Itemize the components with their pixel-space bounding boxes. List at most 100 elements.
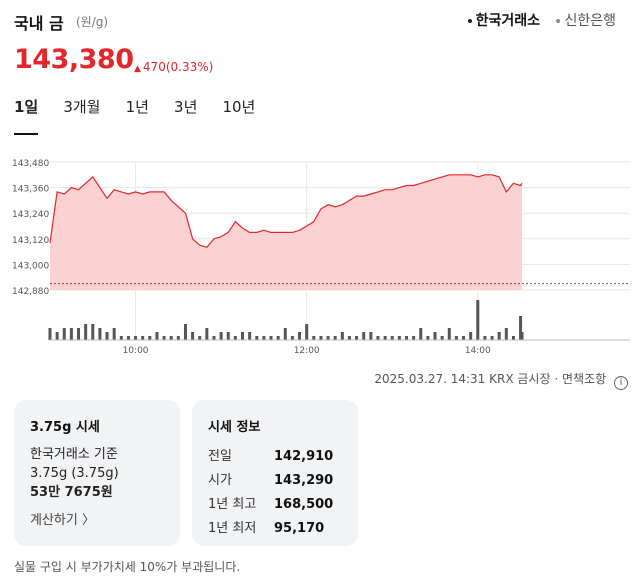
bullet-icon (467, 19, 472, 23)
volume-bar (454, 336, 458, 340)
volume-bar (312, 336, 316, 340)
source-label: 한국거래소 (475, 13, 541, 29)
volume-bar (55, 332, 59, 340)
volume-bar (283, 328, 287, 340)
x-tick-label: 14:00 (465, 346, 491, 356)
volume-bar (369, 332, 373, 340)
volume-bar (397, 336, 401, 340)
volume-bar (126, 336, 130, 340)
volume-bar (141, 336, 145, 340)
volume-bar (520, 332, 524, 340)
volume-bar (112, 328, 116, 340)
info-row-52w-low: 1년 최저 95,170 (208, 517, 342, 541)
triangle-up-icon: ▲ (134, 64, 141, 74)
info-label: 1년 최고 (208, 497, 257, 512)
volume-bar (326, 336, 330, 340)
y-tick-label: 143,000 (12, 261, 49, 271)
price-chart[interactable]: 143,480 143,360 143,240 143,120 143,000 142,8… (0, 150, 640, 360)
volume-bar (511, 336, 515, 340)
volume-bar (490, 336, 494, 340)
price-change: ▲ 470(0.33%) (134, 60, 213, 74)
volume-bar (390, 336, 394, 340)
volume-bar (383, 336, 387, 340)
change-percent: (0.33%) (165, 60, 214, 74)
volume-bar (262, 336, 266, 340)
card-title: 3.75g 시세 (30, 420, 100, 435)
info-label: 시가 (208, 473, 232, 488)
weight-label: 3.75g (3.75g) (30, 466, 119, 481)
vat-footnote: 실물 구입 시 부가가치세 10%가 부과됩니다. (14, 560, 241, 574)
change-amount: 470 (142, 60, 166, 74)
y-tick-label: 143,480 (12, 159, 49, 169)
price-row: 143,380 ▲ 470(0.33%) (14, 44, 213, 80)
volume-bar (219, 332, 223, 340)
volume-bar (98, 328, 102, 340)
info-icon[interactable]: i (614, 376, 628, 390)
info-row-prev-close: 전일 142,910 (208, 445, 342, 469)
volume-bar (198, 336, 202, 340)
unit-price-value: 53만 7675원 (30, 485, 113, 500)
market-label: KRX 금시장 (489, 372, 551, 386)
tab-3m[interactable]: 3개월 (63, 98, 101, 116)
volume-bar (497, 332, 501, 340)
volume-bar (319, 336, 323, 340)
volume-bar (362, 332, 366, 340)
volume-bar (504, 328, 508, 340)
volume-bar (519, 316, 523, 340)
volume-bar (155, 332, 159, 340)
volume-bar (476, 300, 480, 340)
price-line (49, 174, 523, 248)
price-info-card: 시세 정보 전일 142,910 시가 143,290 1년 최고 168,500 1… (192, 400, 358, 546)
basis-label: 한국거래소 기준 (30, 447, 118, 462)
y-tick-label: 142,880 (12, 287, 49, 297)
volume-bar (290, 336, 294, 340)
volume-bar (433, 332, 437, 340)
volume-bar (241, 332, 245, 340)
info-value: 142,910 (274, 449, 334, 464)
source-option-krx[interactable]: 한국거래소 (467, 10, 541, 30)
separator-dot: · (554, 372, 559, 386)
volume-bar (205, 328, 209, 340)
bullet-icon (556, 19, 561, 23)
volume-bar (48, 328, 52, 340)
tab-3y[interactable]: 3년 (174, 98, 198, 116)
volume-bar (162, 336, 166, 340)
volume-bar (62, 328, 66, 340)
card-title: 시세 정보 (208, 420, 261, 435)
chart-meta: 2025.03.27. 14:31 KRX 금시장 · 면책조항 i (374, 370, 628, 390)
volume-bar (226, 332, 230, 340)
calculate-button[interactable]: 계산하기 〉 (30, 513, 95, 528)
volume-bar (440, 336, 444, 340)
volume-bar (412, 336, 416, 340)
volume-bar (119, 336, 123, 340)
volume-bar (77, 328, 81, 340)
disclaimer-link[interactable]: 면책조항 (562, 372, 607, 386)
volume-bar (447, 328, 451, 340)
x-tick-label: 10:00 (123, 346, 149, 356)
unit-label: (원/g) (76, 15, 109, 29)
x-tick-label: 12:00 (294, 346, 320, 356)
header: 국내 금 (원/g) 한국거래소 신한은행 (14, 10, 626, 34)
volume-bar (255, 336, 259, 340)
y-tick-label: 143,240 (12, 210, 49, 220)
volume-bar (419, 328, 423, 340)
tab-1y[interactable]: 1년 (125, 98, 149, 116)
info-row-52w-high: 1년 최고 168,500 (208, 493, 342, 517)
y-tick-label: 143,120 (12, 236, 49, 246)
volume-bar (355, 336, 359, 340)
volume-bar (404, 336, 408, 340)
volume-bar (183, 324, 187, 340)
volume-bar (69, 328, 73, 340)
tab-10y[interactable]: 10년 (222, 98, 256, 116)
source-label: 신한은행 (564, 13, 616, 29)
volume-bar (333, 336, 337, 340)
source-option-shinhan[interactable]: 신한은행 (556, 10, 616, 30)
volume-bar (233, 336, 237, 340)
volume-bar (91, 324, 95, 340)
info-label: 1년 최저 (208, 521, 257, 536)
tab-1d[interactable]: 1일 (14, 96, 39, 135)
volume-bar (248, 332, 252, 340)
volume-bar (191, 332, 195, 340)
volume-bar (347, 336, 351, 340)
volume-bar (269, 336, 273, 340)
